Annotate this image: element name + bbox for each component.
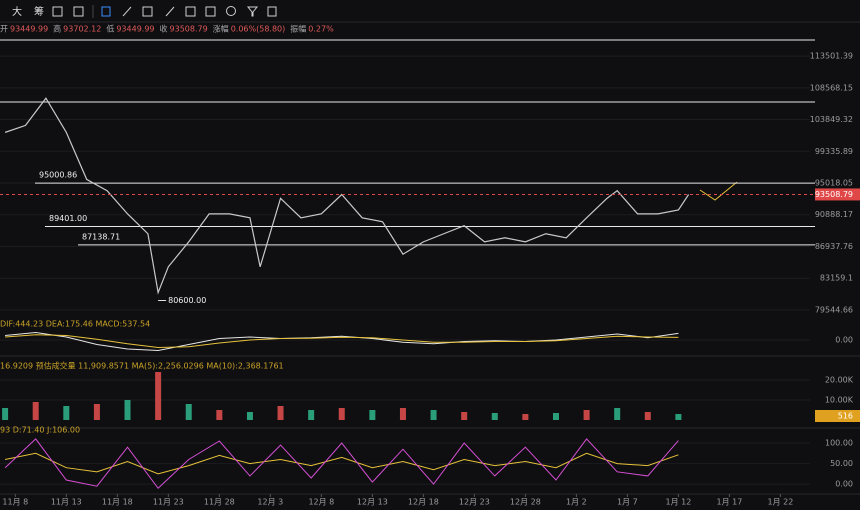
y-tick-label: 0.00: [835, 480, 853, 489]
last-price-tag: [815, 188, 860, 201]
panel-title: DIF:444.23 DEA:175.46 MACD:537.54: [0, 320, 150, 329]
last-price-tag: [815, 410, 860, 422]
volume-bar: [2, 408, 9, 420]
y-tick-label: 79544.66: [815, 305, 853, 314]
level-label: 87138.71: [82, 232, 120, 241]
volume-bar: [461, 412, 468, 420]
toolbar-item[interactable]: 大: [12, 5, 22, 18]
toolbar-item[interactable]: 筹: [34, 5, 44, 18]
y-tick-label: 83159.1: [820, 274, 853, 283]
info-label: 高: [53, 24, 61, 34]
x-tick-label: 1月 17: [717, 498, 743, 507]
icon[interactable]: [226, 6, 236, 16]
last-price-label: 516: [838, 412, 853, 421]
icon[interactable]: [205, 6, 216, 17]
indicator-line: [5, 334, 679, 349]
volume-bar: [614, 408, 621, 420]
volume-bar: [155, 372, 162, 420]
y-tick-label: 90888.17: [815, 210, 853, 219]
y-tick-label: 108568.15: [810, 83, 853, 92]
info-label: 涨幅: [213, 24, 229, 34]
icon[interactable]: [52, 6, 63, 17]
volume-bar: [32, 402, 39, 420]
icon[interactable]: [142, 6, 153, 17]
info-label: 低: [106, 24, 114, 34]
level-label: 89401.00: [49, 214, 87, 223]
x-tick-label: 11月 8: [2, 498, 28, 507]
info-value: 93508.79: [170, 25, 208, 34]
y-tick-label: 20.00K: [825, 376, 854, 385]
volume-bar: [430, 410, 437, 420]
volume-bar: [246, 412, 253, 420]
y-tick-label: 50.00: [830, 459, 853, 468]
toolbar-icons: [52, 5, 277, 18]
info-label: 开: [0, 25, 8, 34]
info-label: 振幅: [290, 24, 306, 34]
y-tick-label: 0.00: [835, 336, 853, 345]
x-tick-label: 12月 18: [408, 498, 439, 507]
volume-bar: [93, 404, 100, 420]
icon[interactable]: [73, 6, 84, 17]
x-tick-label: 12月 13: [357, 498, 388, 507]
y-tick-label: 99335.89: [815, 147, 853, 156]
projection-line: [699, 181, 738, 201]
info-value: 93702.12: [63, 25, 101, 34]
icon[interactable]: [122, 6, 132, 17]
volume-bar: [124, 400, 131, 420]
volume-bar: [491, 413, 498, 420]
x-tick-label: 12月 8: [308, 498, 334, 507]
volume-bar: [583, 410, 590, 420]
info-value: 93449.99: [10, 25, 48, 34]
volume-bar: [185, 404, 192, 420]
volume-bar: [552, 413, 559, 420]
volume-bar: [216, 410, 223, 420]
x-tick-label: 12月 23: [459, 498, 490, 507]
volume-bar: [369, 410, 376, 420]
x-tick-label: 12月 28: [510, 498, 541, 507]
info-label: 收: [160, 24, 168, 34]
icon[interactable]: [165, 6, 175, 17]
x-tick-label: 12月 3: [257, 498, 283, 507]
last-price-label: 93508.79: [815, 190, 853, 199]
y-tick-label: 86937.76: [815, 242, 853, 251]
x-tick-label: 1月 12: [665, 498, 691, 507]
x-tick-label: 1月 22: [768, 498, 794, 507]
volume-bar: [522, 414, 529, 420]
volume-bar: [675, 414, 682, 420]
x-tick-label: 1月 7: [617, 498, 638, 507]
info-value: 93449.99: [116, 25, 154, 34]
x-tick-label: 11月 23: [153, 498, 184, 507]
icon[interactable]: [267, 6, 277, 17]
y-tick-label: 95018.05: [815, 179, 853, 188]
volume-bar: [338, 408, 345, 420]
volume-bar: [277, 406, 284, 420]
icon[interactable]: [185, 6, 196, 17]
y-tick-label: 113501.39: [810, 52, 853, 61]
info-value: 0.06%(58.80): [231, 25, 286, 34]
x-tick-label: 11月 18: [102, 498, 133, 507]
indicator-line: [5, 452, 679, 475]
volume-bar: [63, 406, 70, 420]
volume-bar: [644, 412, 651, 420]
y-tick-label: 10.00K: [825, 396, 854, 405]
y-tick-label: 100.00: [825, 439, 853, 448]
x-tick-label: 11月 13: [51, 498, 82, 507]
price-line: [4, 97, 690, 295]
info-value: 0.27%: [308, 25, 334, 34]
y-tick-label: 103849.32: [810, 115, 853, 124]
panel-title: 93 D:71.40 J:106.00: [0, 426, 80, 435]
low-label: 80600.00: [168, 296, 206, 305]
icon[interactable]: [246, 6, 259, 17]
indicator-line: [4, 438, 679, 489]
indicator-line: [5, 331, 679, 352]
x-tick-label: 11月 28: [204, 498, 235, 507]
volume-bar: [308, 410, 315, 420]
volume-bar: [399, 408, 406, 420]
icon[interactable]: [101, 6, 111, 17]
level-label: 95000.86: [39, 171, 77, 180]
panel-title: 16.9209 预估成交量 11,909.8571 MA(5):2,256.02…: [0, 361, 284, 371]
x-tick-label: 1月 2: [566, 498, 587, 507]
